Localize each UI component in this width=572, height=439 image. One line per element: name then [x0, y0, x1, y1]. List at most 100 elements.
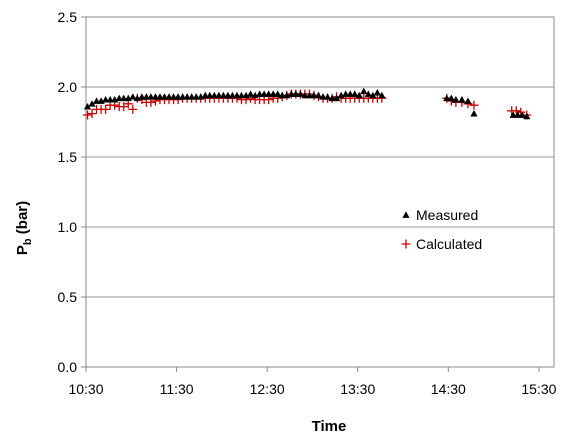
legend-item-calculated: Calculated	[401, 236, 482, 252]
point-measured	[305, 91, 314, 99]
legend-marker-calculated	[401, 239, 411, 249]
x-tick-label: 10:30	[68, 381, 103, 397]
x-tick-label: 14:30	[431, 381, 466, 397]
point-measured	[346, 90, 354, 97]
point-calculated	[83, 110, 93, 120]
x-tick-label: 11:30	[160, 381, 194, 397]
point-measured	[224, 91, 232, 99]
point-measured	[523, 112, 531, 120]
y-tick-label: 1.0	[58, 219, 78, 235]
point-measured	[169, 93, 178, 100]
legend-label-calculated: Calculated	[416, 236, 482, 252]
point-calculated	[469, 100, 479, 110]
y-tick-label: 1.5	[58, 149, 78, 165]
point-measured	[88, 100, 96, 107]
point-measured	[256, 90, 264, 97]
point-measured	[179, 93, 187, 100]
point-measured	[129, 93, 137, 100]
point-measured	[296, 90, 304, 97]
legend-marker-measured	[402, 211, 410, 218]
point-measured	[355, 91, 363, 99]
point-measured	[92, 97, 101, 104]
point-measured	[138, 93, 146, 100]
point-measured	[514, 111, 522, 118]
point-measured	[219, 91, 227, 99]
y-tick-label: 2.0	[58, 79, 78, 95]
point-measured	[151, 93, 160, 100]
y-axis-title-unit: (bar)	[14, 201, 31, 239]
point-measured	[452, 96, 460, 103]
point-calculated	[101, 104, 111, 114]
point-measured	[160, 93, 169, 100]
point-measured	[470, 110, 478, 117]
point-measured	[319, 93, 327, 100]
point-measured	[120, 94, 128, 102]
point-measured	[237, 91, 246, 99]
point-measured	[233, 91, 241, 99]
point-measured	[364, 90, 372, 97]
y-axis-title-subscript: b	[22, 238, 34, 245]
point-measured	[278, 91, 286, 99]
point-measured	[360, 87, 368, 95]
point-measured	[174, 93, 182, 100]
x-tick-label: 15:30	[521, 381, 556, 397]
point-measured	[328, 94, 336, 102]
point-measured	[323, 93, 332, 100]
legend-item-measured: Measured	[402, 207, 478, 223]
point-measured	[351, 90, 359, 97]
y-axis-title: Pb (bar)	[14, 201, 34, 255]
legend: Measured Calculated	[401, 207, 482, 252]
point-measured	[210, 91, 218, 99]
point-measured	[165, 93, 173, 100]
legend-label-measured: Measured	[416, 207, 478, 223]
gridlines	[86, 86, 554, 298]
point-measured	[314, 91, 323, 99]
point-calculated	[511, 106, 521, 116]
point-measured	[265, 90, 273, 97]
y-tick-label: 0.5	[58, 289, 78, 305]
point-measured	[228, 91, 237, 99]
point-measured	[215, 91, 223, 99]
y-axis-title-main: P	[14, 245, 31, 255]
point-measured	[192, 93, 200, 100]
point-measured	[201, 91, 209, 99]
point-measured	[342, 90, 350, 97]
plot-area	[85, 16, 555, 368]
point-measured	[447, 94, 455, 102]
point-calculated	[87, 109, 97, 119]
point-measured	[464, 97, 472, 104]
point-measured	[147, 93, 155, 100]
x-tick-label: 13:30	[340, 381, 375, 397]
x-tick-label: 12:30	[250, 381, 285, 397]
point-measured	[292, 90, 300, 97]
point-measured	[83, 103, 92, 110]
point-measured	[274, 90, 282, 97]
point-measured	[287, 90, 295, 97]
point-measured	[373, 89, 381, 96]
point-measured	[301, 91, 309, 99]
point-measured	[183, 93, 191, 100]
point-measured	[458, 96, 466, 103]
point-measured	[102, 96, 110, 103]
point-measured	[378, 91, 386, 99]
point-measured	[269, 90, 277, 97]
point-measured	[142, 93, 150, 100]
point-measured	[260, 90, 268, 97]
point-measured	[443, 94, 451, 102]
point-measured	[156, 93, 164, 100]
point-measured	[333, 94, 341, 102]
y-axis-ticks: 0.0 0.5 1.0 1.5 2.0 2.5	[58, 9, 86, 375]
point-calculated	[119, 102, 129, 112]
point-measured	[369, 91, 377, 99]
point-measured	[518, 111, 526, 118]
x-axis-ticks: 10:30 11:30 12:30 13:30 14:30 15:30	[68, 367, 557, 397]
point-measured	[310, 91, 318, 99]
point-calculated	[128, 104, 138, 114]
y-tick-label: 0.0	[58, 359, 78, 375]
point-measured	[246, 90, 255, 97]
point-measured	[206, 91, 214, 99]
point-measured	[115, 94, 123, 102]
point-measured	[188, 93, 196, 100]
point-measured	[509, 111, 517, 118]
